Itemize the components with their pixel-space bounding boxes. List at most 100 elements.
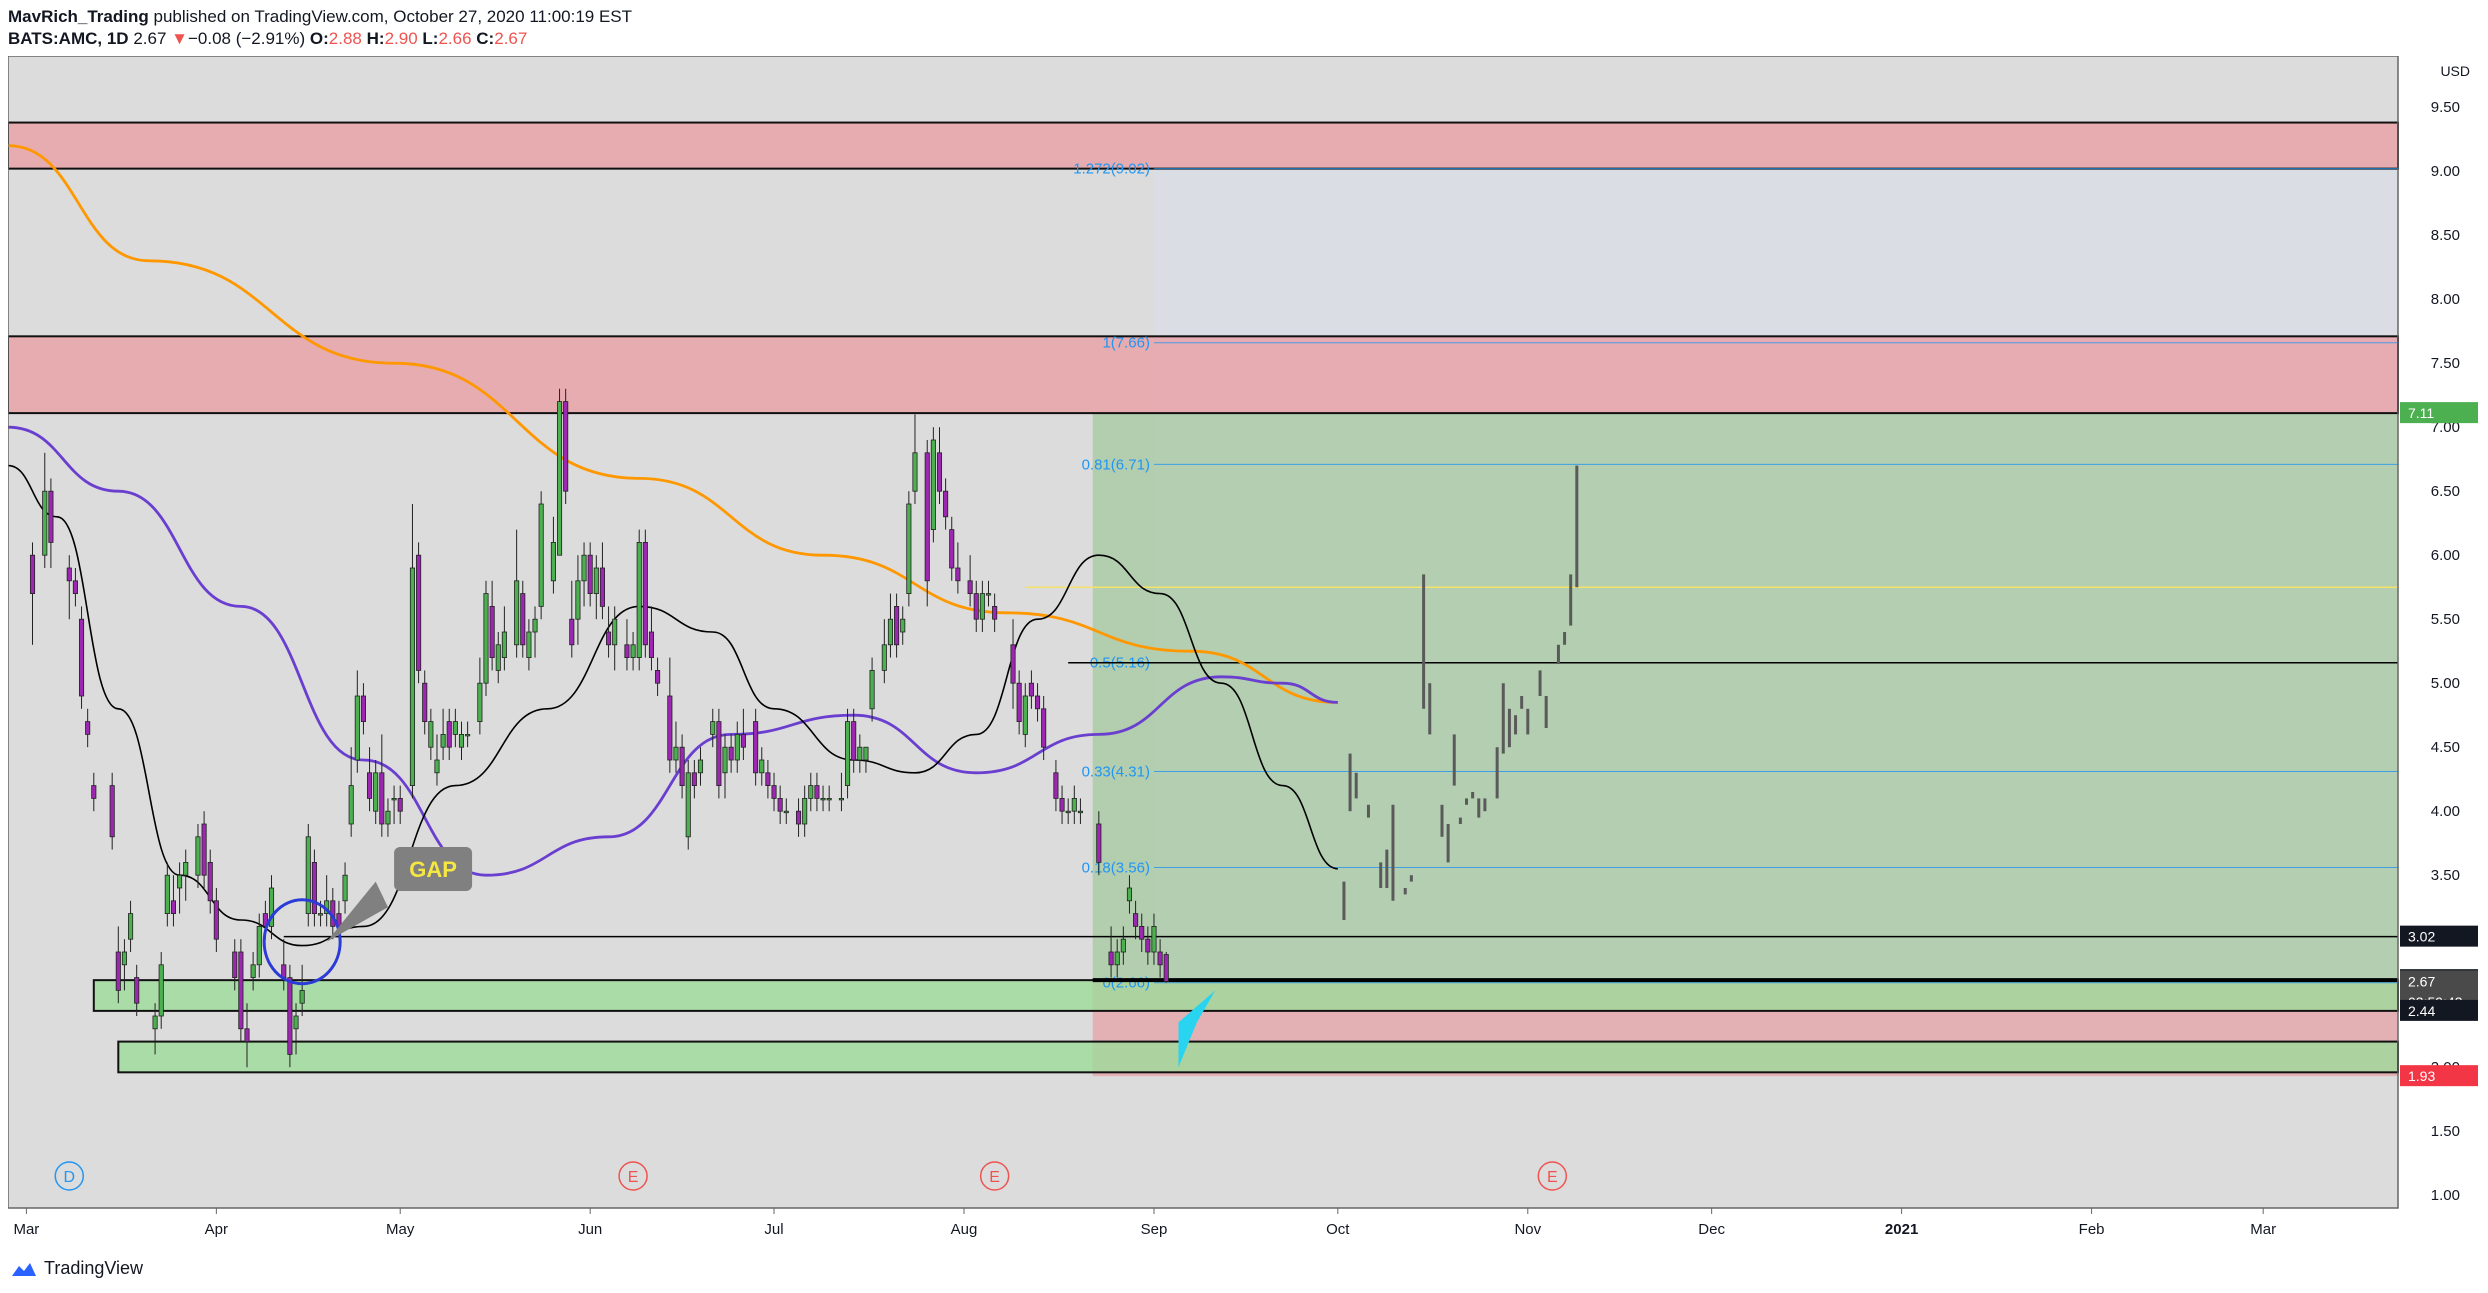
candle-body [612,618,618,646]
candle-body [1157,951,1163,966]
candle-body [299,990,305,1004]
candle-body [802,798,808,825]
candle-body [195,836,201,876]
candle-body [409,567,416,787]
plot-border [8,56,2399,1209]
candle-body [354,695,360,761]
candle-body [685,772,691,838]
candle-body [655,670,661,684]
candle-body [900,618,906,633]
candle-body [1016,682,1022,723]
candle-body [385,810,391,825]
candle-body [599,567,605,607]
y-tick-label: 9.00 [2431,163,2460,180]
event-label: E [628,1169,639,1186]
candle-body [887,618,894,646]
fib-label: 1(7.66) [1102,335,1150,352]
candle-body [183,862,189,876]
candle-body [710,721,716,735]
candle-body [771,785,777,799]
candle-body [1114,951,1120,966]
price-change: −0.08 (−2.91%) [187,29,306,48]
candle-body [1126,887,1133,902]
candle-body [152,1015,158,1030]
x-tick-label: Mar [2250,1221,2276,1238]
candle-body [838,798,844,801]
candle-body [458,734,465,748]
tradingview-logo-icon [12,1262,36,1276]
candle-body [795,810,802,825]
y-tick-label: 3.50 [2431,867,2460,884]
candle-body [979,593,985,620]
candle-body [201,823,207,876]
y-tick-label: 6.00 [2431,547,2460,564]
price-label-box [2400,925,2478,947]
close-label: C: [476,29,495,48]
series-line-ema-200 [8,144,1338,704]
candle-body [630,644,636,658]
candle-body [857,746,863,761]
x-tick-label: May [386,1221,415,1238]
zone-support-upper [92,979,2399,1012]
candle-body [1028,682,1034,697]
candle-body [556,401,563,556]
candle-body [78,618,85,697]
candle-body [495,644,501,671]
candle-body [575,580,581,620]
candle-body [985,593,992,596]
price-label-box [2400,402,2478,424]
candle-body [1041,708,1047,748]
candle-body [881,644,887,671]
candle-body [1145,938,1151,953]
x-tick-label: Apr [205,1221,228,1238]
candle-body [949,529,955,569]
candle-body [820,798,826,801]
candle-body [317,913,324,916]
author-name[interactable]: MavRich_Trading [8,7,149,26]
candle-body [697,759,704,774]
symbol-name[interactable]: BATS:AMC, 1D [8,29,129,48]
price-chart[interactable]: 1.272(9.02)1(7.66)0.81(6.71)0.5(5.16)0.3… [8,56,2480,1248]
last-price: 2.67 [133,29,167,48]
change-arrow-icon: ▼ [171,29,188,48]
fib-label: 1.272(9.02) [1073,161,1150,178]
event-marker-icon [979,1161,1010,1191]
candle-body [477,682,483,723]
candle-body [416,554,422,671]
fib-label: 0.33(4.31) [1082,764,1150,781]
candle-body [311,862,317,915]
candle-body [1096,823,1102,863]
candle-body [863,746,869,761]
candle-body [128,913,134,940]
y-tick-label: 5.50 [2431,611,2460,628]
series-line-sma-20 [8,464,1338,947]
candle-body [1059,798,1065,812]
high-label: H: [366,29,385,48]
y-tick-label: 8.00 [2431,291,2460,308]
candle-body [569,618,575,646]
candle-body [1077,810,1083,814]
footer-brand-label[interactable]: TradingView [44,1258,144,1278]
open-value: 2.88 [328,29,362,48]
candle-body [526,631,532,659]
axis-currency: USD [2440,63,2470,79]
candle-body [1071,798,1077,812]
high-value: 2.90 [384,29,418,48]
candle-body [109,785,115,838]
candle-body [170,900,177,914]
y-tick-label: 4.00 [2431,803,2460,820]
candle-body [967,580,973,594]
candle-body [722,746,728,774]
candle-body [826,798,832,801]
candle-body [305,836,311,914]
candle-body [428,721,434,748]
x-tick-label: Aug [951,1221,978,1238]
candle-body [348,785,354,825]
candle-body [1010,644,1016,684]
candle-body [520,593,526,646]
price-label: 7.11 [2408,405,2434,421]
candle-body [606,631,612,646]
candle-body [912,452,918,492]
candle-body [753,721,759,774]
candle-body [624,644,630,658]
